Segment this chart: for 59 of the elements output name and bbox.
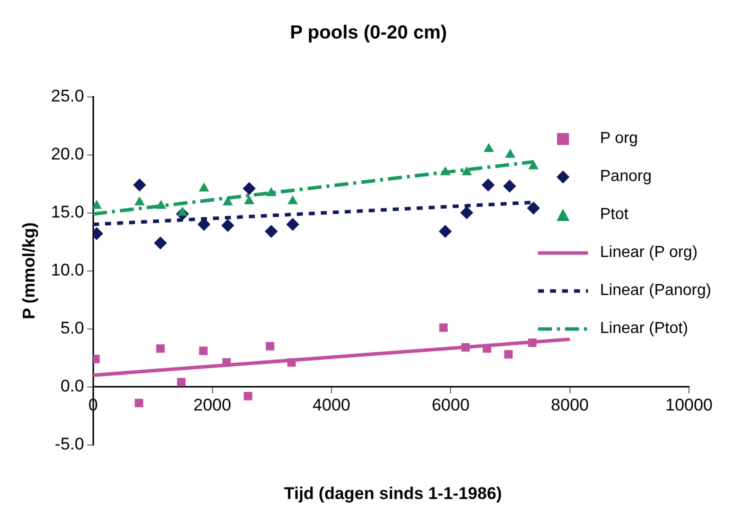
point [482, 178, 495, 192]
point [439, 323, 448, 332]
y-tick-label: -5.0 [54, 434, 84, 454]
point [287, 358, 296, 367]
legend-label: Ptot [600, 206, 628, 224]
point [503, 180, 516, 193]
point [93, 200, 102, 209]
legend-label: P org [600, 130, 638, 148]
legend-label: Linear (P org) [600, 244, 698, 262]
point [504, 350, 513, 359]
legend-label: Panorg [600, 168, 652, 186]
y-tick-label: 0.0 [60, 376, 84, 396]
y-tick-label: 20.0 [50, 144, 84, 164]
point [221, 219, 234, 232]
point [244, 195, 254, 204]
point [482, 344, 492, 353]
point [154, 236, 167, 250]
x-tick-label: 10000 [665, 396, 713, 415]
point [528, 338, 537, 347]
point [286, 218, 300, 231]
x-tick-label: 2000 [193, 396, 232, 415]
legend-label: Linear (Panorg) [600, 282, 712, 300]
y-axis-title: P (mmol/kg) [20, 222, 39, 320]
point [266, 342, 274, 350]
x-axis-title: Tijd (dagen sinds 1-1-1986) [283, 484, 503, 504]
point [526, 202, 540, 215]
point [134, 196, 145, 206]
point [222, 196, 233, 206]
chart-title: P pools (0-20 cm) [290, 22, 447, 44]
point [198, 182, 210, 192]
point [133, 178, 146, 192]
point [264, 224, 278, 238]
point [440, 166, 450, 176]
y-tick-label: 25.0 [50, 86, 84, 106]
y-tick-label: 5.0 [60, 318, 84, 338]
legend-label: Linear (Ptot) [600, 320, 688, 338]
point [438, 224, 452, 238]
point [461, 343, 470, 352]
point [177, 206, 188, 216]
point [177, 378, 186, 386]
point [134, 398, 144, 408]
x-tick-label: 6000 [432, 396, 470, 415]
point [199, 346, 208, 356]
point [288, 195, 298, 204]
point [484, 143, 494, 152]
point [460, 206, 474, 220]
point [222, 358, 231, 367]
point [505, 148, 516, 158]
point [156, 344, 165, 353]
point [244, 392, 252, 400]
x-tick-label: 4000 [312, 396, 350, 415]
point [156, 200, 166, 209]
y-tick-label: 10.0 [50, 260, 84, 280]
x-tick-label: 8000 [550, 396, 589, 415]
y-tick-label: 15.0 [50, 202, 84, 222]
point [528, 160, 539, 170]
point [242, 182, 256, 195]
point [462, 166, 472, 176]
point [266, 187, 276, 196]
